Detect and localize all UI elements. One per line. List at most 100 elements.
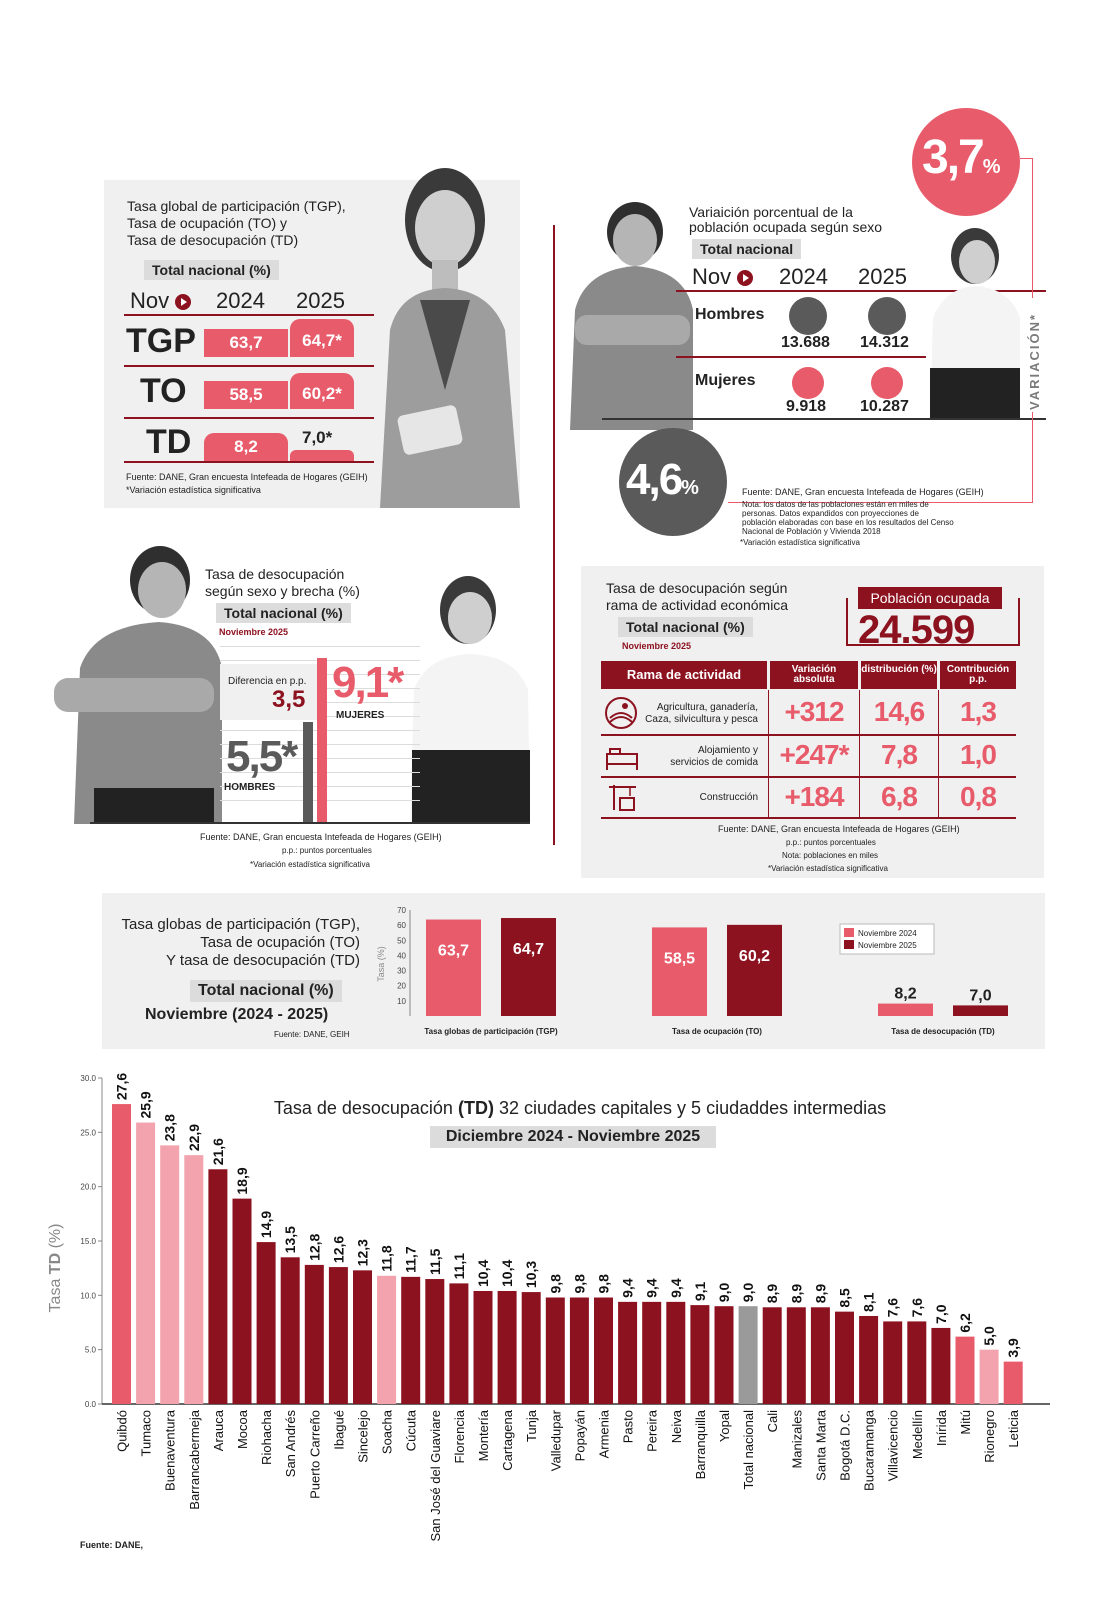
bracket-upper [1032, 158, 1033, 298]
cities-bar [328, 1267, 348, 1404]
grouped-source: Fuente: DANE, GEIH [274, 1030, 350, 1039]
grouped-ytick: 20 [397, 982, 406, 991]
grouped-ytick: 70 [397, 906, 406, 915]
diff-label: Diferencia en p.p. [228, 676, 307, 687]
grouped-bar [501, 918, 556, 1016]
to-row-label: TO [140, 372, 187, 410]
mujeres-value: 9,1* [332, 658, 404, 707]
tgp-period-label: Nov [130, 288, 170, 313]
grouped-bar-label: 8,2 [894, 986, 916, 1003]
sex-title-line2: población ocupada según sexo [689, 219, 883, 235]
rama-tag: Total nacional (%) [618, 617, 753, 637]
cities-category-label: Tunja [524, 1409, 539, 1442]
cities-ytick: 20.0 [80, 1183, 96, 1192]
cities-title-bold: (TD) [457, 1098, 494, 1118]
sex-nota: Nota: los datos de las poblaciones están… [742, 500, 954, 536]
cities-bar [979, 1349, 999, 1404]
cities-bar-label: 6,2 [957, 1313, 973, 1333]
cities-ytick: 5.0 [85, 1346, 97, 1355]
to-2024-value: 58,5 [204, 381, 288, 409]
mujeres-2025-value: 10.287 [860, 398, 909, 415]
cities-bar-label: 11,1 [451, 1253, 467, 1280]
cities-bar [280, 1257, 300, 1404]
cities-bar [690, 1305, 710, 1404]
rama-row-1-name: Agricultura, ganadería, Caza, silvicultur… [640, 702, 758, 726]
cities-bar [810, 1307, 830, 1404]
cities-bar [618, 1301, 638, 1404]
grouped-category-label: Tasa de desocupación (TD) [891, 1027, 995, 1036]
cities-bar [184, 1155, 204, 1404]
rama-row-2-var: +247* [779, 739, 850, 770]
row-sep-2 [601, 776, 1016, 778]
cities-ytick: 15.0 [80, 1237, 96, 1246]
cities-category-label: Bucaramanga [862, 1409, 877, 1491]
row-sep-3 [601, 817, 1016, 819]
agriculture-icon [605, 697, 637, 729]
cities-bar-label: 10,3 [523, 1261, 539, 1288]
cities-category-label: Rionegro [982, 1410, 997, 1463]
tgp-row-label: TGP [126, 322, 196, 360]
grouped-bar-label: 60,2 [739, 948, 770, 965]
brecha-title-line2: según sexo y brecha (%) [205, 583, 360, 599]
grouped-category-label: Tasa globas de participación (TGP) [424, 1027, 558, 1036]
td-2025-value: 7,0* [302, 428, 333, 447]
grouped-ytick: 30 [397, 967, 406, 976]
grouped-bar-label: 58,5 [664, 950, 695, 967]
tgp-tag: Total nacional (%) [144, 260, 279, 280]
th-variacion: Variación absoluta [770, 661, 858, 689]
mujeres-2024-value: 9.918 [786, 398, 827, 415]
cities-category-label: Valledupar [548, 1409, 563, 1471]
cities-category-label: Villavicencio [886, 1410, 901, 1481]
rama-row-2-name1: Alojamiento y [697, 745, 758, 756]
cities-bar-label: 9,8 [547, 1274, 563, 1294]
tgp-title: Tasa global de participación (TGP), Tasa… [127, 198, 346, 249]
cities-category-label: Total nacional [741, 1410, 756, 1490]
var-mujeres-value: 3,7% [922, 130, 1001, 185]
rama-title-line2: rama de actividad económica [606, 597, 789, 613]
cities-bar-label: 9,1 [692, 1281, 708, 1301]
rama-row-1-var: +312 [784, 696, 844, 727]
cities-title-pre: Tasa de desocupación [273, 1098, 458, 1118]
tgp-note: *Variación estadística significativa [126, 485, 261, 495]
grouped-category-label: Tasa de ocupación (TO) [672, 1027, 762, 1036]
hombres-label: Hombres [695, 306, 765, 323]
cities-category-label: Medellín [910, 1410, 925, 1459]
cities-ylabel-pre: Tasa [47, 1274, 64, 1312]
rama-row-3-contrib: 0,8 [960, 781, 997, 812]
grouped-bar-chart: 10 20 30 40 50 60 70 Tasa (%) 63,7 64,7 Tasa globa… [376, 906, 1008, 1036]
cities-bar [425, 1279, 445, 1404]
th-rama: Rama de actividad [601, 661, 767, 689]
cities-category-label: Tumaco [139, 1410, 154, 1456]
cities-bar-label: 18,9 [234, 1167, 250, 1194]
to-2025-value: 60,2* [290, 373, 354, 409]
brecha-tag: Total nacional (%) [216, 603, 351, 623]
cities-category-label: Popayán [572, 1410, 587, 1461]
cities-bar [160, 1145, 180, 1404]
cities-bar-label: 9,8 [571, 1274, 587, 1294]
cities-bar-label: 22,9 [186, 1124, 202, 1151]
grouped-legend-swatch [844, 940, 854, 949]
grouped-legend-swatch [844, 928, 854, 937]
cities-bar-label: 9,4 [620, 1278, 636, 1298]
sex-baseline [602, 418, 1046, 420]
play-icon [175, 294, 192, 311]
cities-ytick: 30.0 [80, 1074, 96, 1083]
var-mujeres-circle [912, 108, 1020, 216]
grouped-title: Tasa globas de participación (TGP), Tasa… [106, 916, 360, 970]
grouped-bar [426, 919, 481, 1016]
td-row-label: TD [146, 423, 192, 461]
bracket-top [1020, 158, 1032, 159]
grouped-bar [727, 924, 782, 1016]
cities-bar [473, 1290, 493, 1404]
hombres-value: 5,5* [226, 732, 298, 781]
tgp-title-line2: Tasa de ocupación (TO) y [127, 215, 288, 231]
bracket-lower [1032, 412, 1033, 502]
rama-note: *Variación estadística significativa [768, 864, 888, 873]
tgp-2025-value: 64,7* [290, 319, 354, 357]
sex-period-label: Nov [692, 264, 732, 289]
tgp-title-line1: Tasa global de participación (TGP), [127, 198, 346, 214]
cities-bar-label: 9,0 [716, 1283, 732, 1303]
var-hombres-circle [619, 428, 727, 536]
cities-bar [569, 1297, 589, 1404]
woman-photo-1 [380, 168, 520, 508]
